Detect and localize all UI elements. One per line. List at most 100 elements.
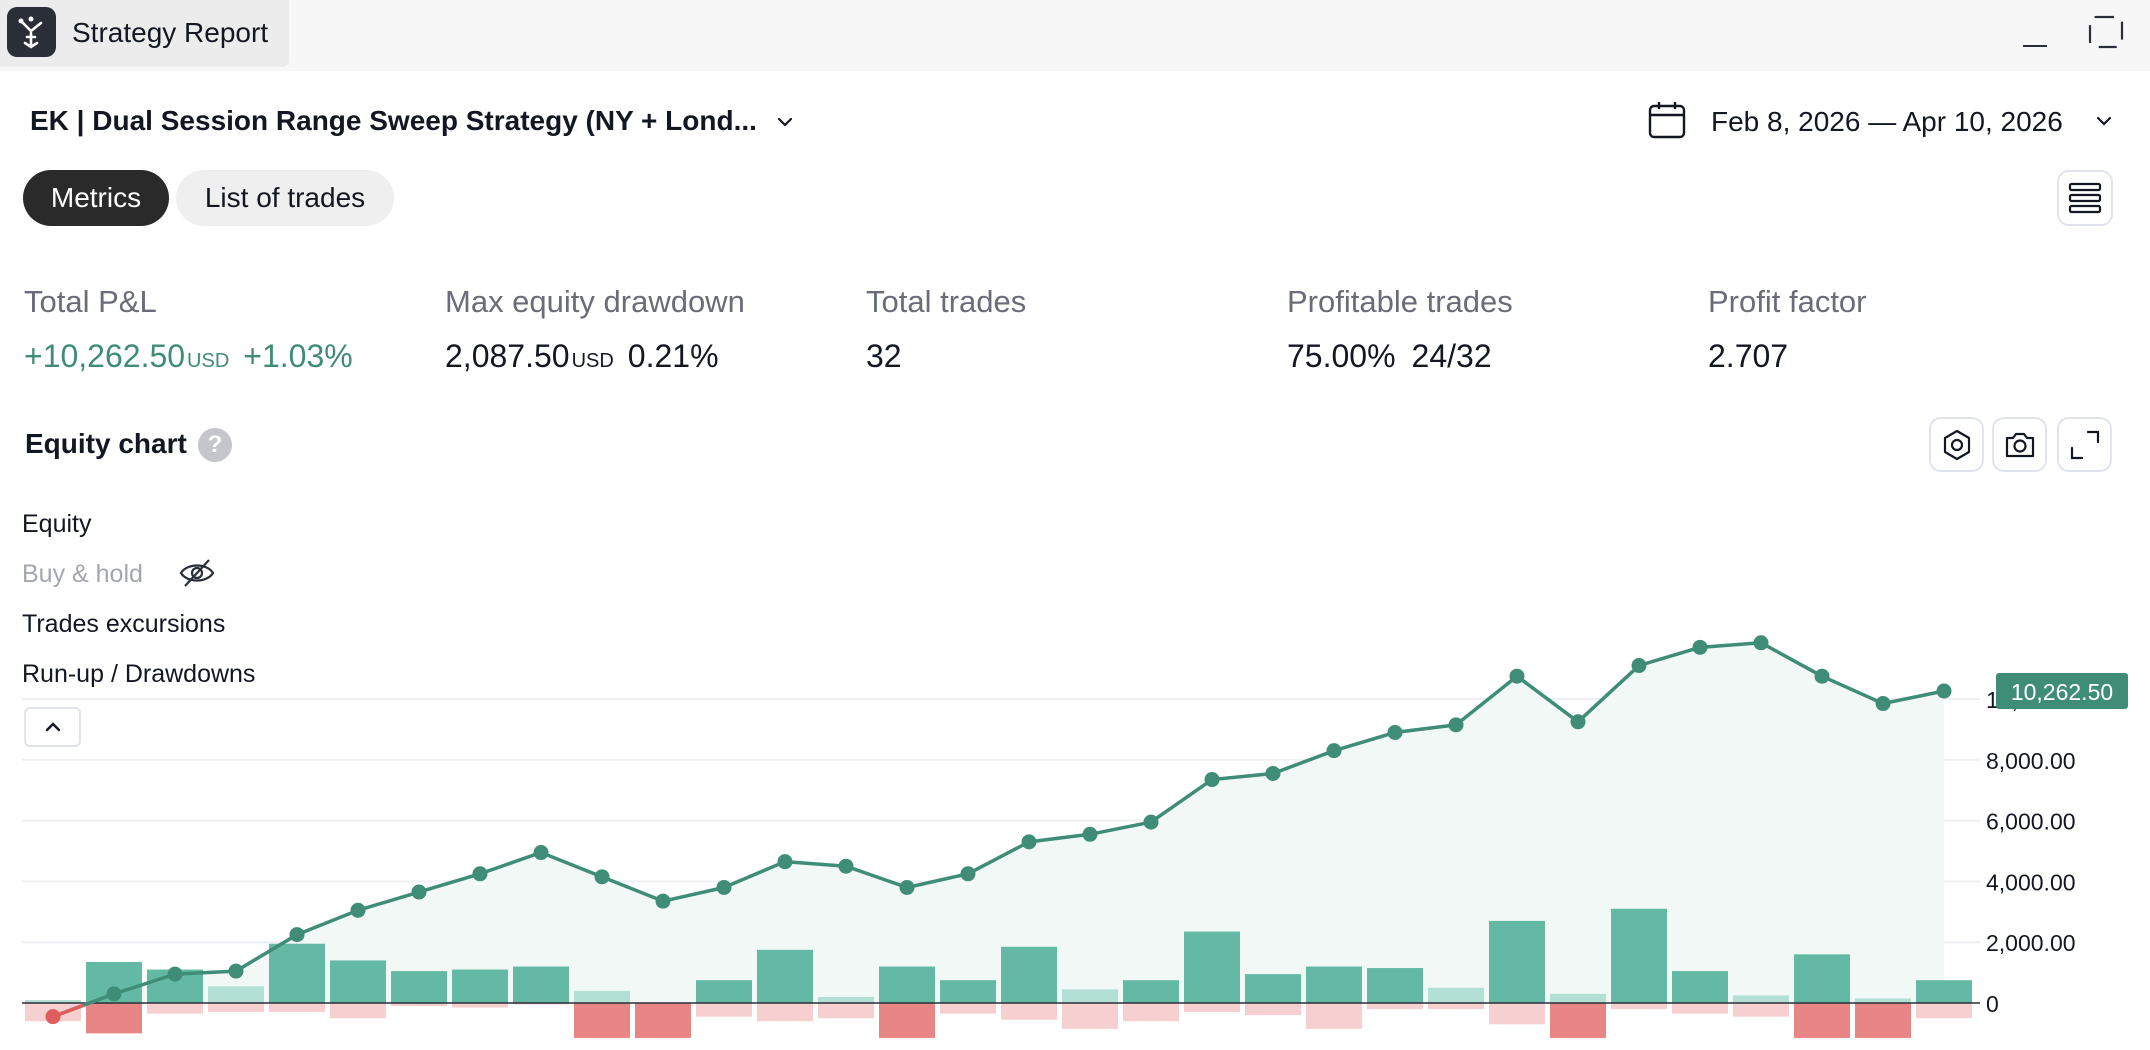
runup-bar xyxy=(696,980,752,1003)
runup-bar xyxy=(1550,993,1606,1003)
tab-list-of-trades[interactable]: List of trades xyxy=(176,170,394,226)
collapse-legend-button[interactable] xyxy=(24,707,81,747)
title-bar: Strategy Report xyxy=(0,0,2150,71)
metric-value: +10,262.50 USD +1.03% xyxy=(24,338,353,375)
metric-value: 75.00% 24/32 xyxy=(1287,338,1513,375)
drawdown-bar xyxy=(940,1003,996,1014)
legend-runup-drawdowns[interactable]: Run-up / Drawdowns xyxy=(22,660,256,688)
equity-point xyxy=(350,902,366,918)
drawdown-bar xyxy=(86,1003,142,1034)
y-tick-label: 8,000.00 xyxy=(1986,748,2076,774)
profitable-pct: 75.00% xyxy=(1287,338,1396,374)
calendar-icon xyxy=(1648,102,1686,139)
legend-buy-hold[interactable]: Buy & hold xyxy=(22,560,143,588)
drawdown-bar xyxy=(1733,1003,1789,1017)
maximize-button[interactable] xyxy=(2084,14,2128,54)
equity-point xyxy=(1143,814,1159,830)
chart-settings-button[interactable] xyxy=(1929,417,1984,472)
drawdown-bar xyxy=(1550,1003,1606,1038)
legend-trades-excursions[interactable]: Trades excursions xyxy=(22,610,226,638)
drawdown-bar xyxy=(757,1003,813,1022)
legend-equity[interactable]: Equity xyxy=(22,510,92,538)
runup-bar xyxy=(208,986,264,1003)
last-value-label: 10,262.50 xyxy=(2011,679,2113,705)
drawdown-bar xyxy=(1794,1003,1850,1038)
max-drawdown-pct: 0.21% xyxy=(627,338,719,374)
layout-toggle-button[interactable] xyxy=(2057,170,2113,226)
date-range-picker[interactable]: Feb 8, 2026 — Apr 10, 2026 xyxy=(1647,98,2127,148)
drawdown-bar xyxy=(879,1003,935,1038)
drawdown-bar xyxy=(635,1003,691,1038)
metric-label: Profitable trades xyxy=(1287,284,1513,319)
drawdown-bar xyxy=(1855,1003,1911,1038)
drawdown-bar xyxy=(1916,1003,1972,1019)
drawdown-bar xyxy=(147,1003,203,1014)
equity-point xyxy=(1448,717,1464,733)
equity-point xyxy=(899,879,915,895)
drawdown-bar xyxy=(696,1003,752,1017)
metric-profit-factor: Profit factor 2.707 xyxy=(1708,284,1867,375)
drawdown-bar xyxy=(1306,1003,1362,1029)
runup-bar xyxy=(940,980,996,1003)
drawdown-bar xyxy=(1489,1003,1545,1025)
drawdown-bar xyxy=(1245,1003,1301,1016)
equity-point xyxy=(167,966,183,982)
profit-factor-value: 2.707 xyxy=(1708,338,1789,374)
drawdown-bar xyxy=(1001,1003,1057,1020)
chevron-down-icon[interactable] xyxy=(773,110,797,134)
last-value-badge xyxy=(1996,673,2128,710)
help-icon[interactable]: ? xyxy=(198,428,232,462)
hexagon-settings-icon xyxy=(1943,429,1971,461)
equity-point xyxy=(1570,714,1586,730)
runup-bar xyxy=(1733,995,1789,1003)
runup-bar xyxy=(879,966,935,1003)
currency-unit: USD xyxy=(571,350,614,372)
chevron-up-icon xyxy=(45,722,61,732)
metric-value: 2,087.50 USD 0.21% xyxy=(445,338,745,375)
strategy-icon xyxy=(7,7,56,57)
runup-bar xyxy=(269,943,325,1003)
runup-bar xyxy=(1245,974,1301,1003)
runup-bar xyxy=(25,999,81,1003)
runup-bar xyxy=(1306,966,1362,1003)
equity-point xyxy=(1936,683,1952,699)
chevron-down-icon xyxy=(2096,116,2112,126)
list-layout-icon xyxy=(2068,182,2102,214)
runup-bar xyxy=(391,971,447,1003)
fullscreen-button[interactable] xyxy=(2057,417,2112,472)
drawdown-bar xyxy=(1123,1003,1179,1022)
equity-point xyxy=(533,845,549,861)
drawdown-bar xyxy=(513,1003,569,1005)
screenshot-button[interactable] xyxy=(1992,417,2047,472)
runup-bar xyxy=(1611,908,1667,1003)
minimize-button[interactable] xyxy=(2013,14,2057,54)
equity-point xyxy=(1204,772,1220,788)
metric-label: Max equity drawdown xyxy=(445,284,745,319)
drawdown-bar xyxy=(818,1003,874,1019)
drawdown-bar xyxy=(1062,1003,1118,1029)
drawdown-bar xyxy=(574,1003,630,1038)
metric-total-pnl: Total P&L +10,262.50 USD +1.03% xyxy=(24,284,353,375)
drawdown-bar xyxy=(391,1003,447,1007)
max-drawdown-value: 2,087.50 xyxy=(445,338,570,374)
runup-bar xyxy=(574,990,630,1003)
equity-line xyxy=(52,641,1945,1019)
profitable-ratio: 24/32 xyxy=(1411,338,1492,374)
equity-point xyxy=(1814,668,1830,684)
equity-point xyxy=(1753,635,1769,651)
runup-bar xyxy=(1123,980,1179,1003)
drawdown-bar xyxy=(330,1003,386,1019)
equity-point xyxy=(1875,696,1891,712)
metric-label: Total trades xyxy=(866,284,1027,319)
window-tab[interactable]: Strategy Report xyxy=(0,0,289,67)
runup-bar xyxy=(1794,954,1850,1003)
runup-bar xyxy=(1001,946,1057,1003)
runup-bar xyxy=(1428,987,1484,1003)
drawdown-bar xyxy=(1611,1003,1667,1010)
tab-metrics[interactable]: Metrics xyxy=(23,170,169,226)
drawdown-bar xyxy=(1672,1003,1728,1014)
y-tick-label: 4,000.00 xyxy=(1986,869,2076,895)
window-title: Strategy Report xyxy=(72,17,269,48)
strategy-selector[interactable]: EK | Dual Session Range Sweep Strategy (… xyxy=(30,105,757,136)
eye-off-icon[interactable] xyxy=(178,556,216,590)
